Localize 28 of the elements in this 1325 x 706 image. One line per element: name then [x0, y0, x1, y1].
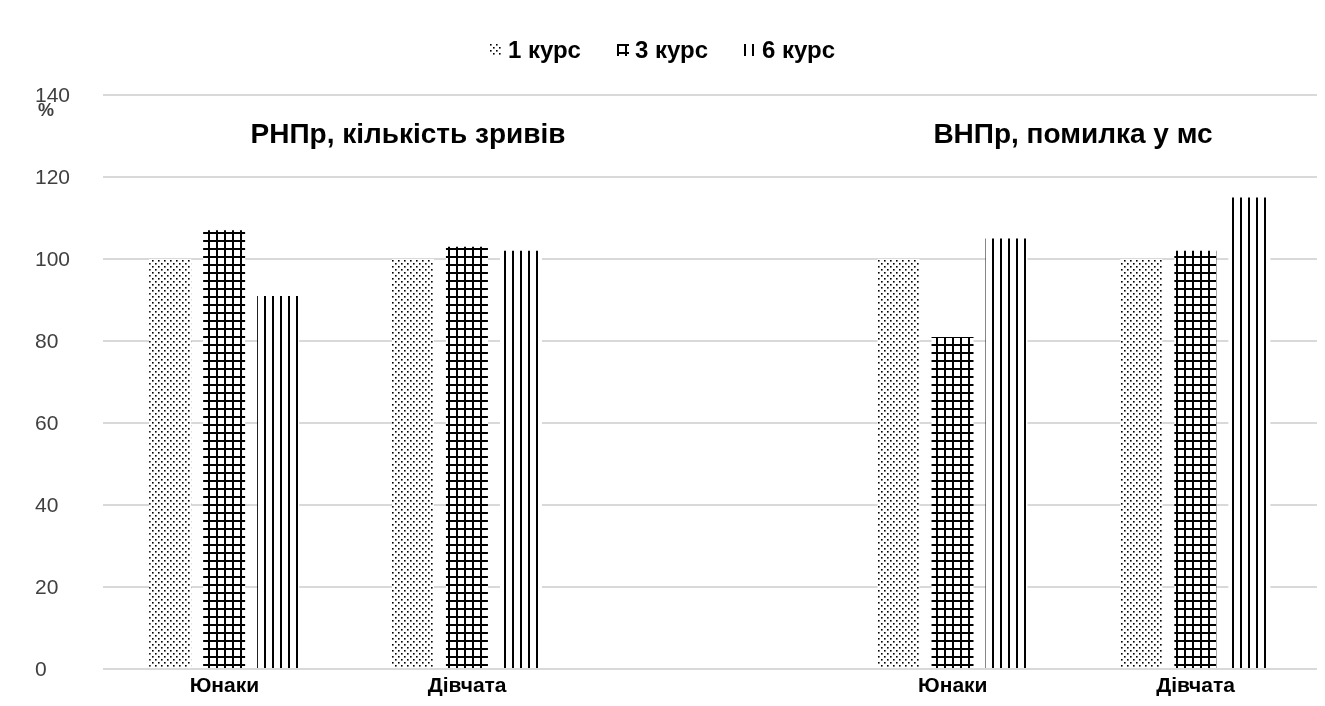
bar	[931, 336, 974, 669]
x-tick-label: Дівчата	[1156, 672, 1236, 696]
y-tick-label: 80	[35, 329, 59, 353]
y-tick-label: 100	[35, 247, 71, 271]
bar	[203, 230, 246, 669]
y-tick-label: 20	[35, 575, 59, 599]
y-tick-label: 40	[35, 493, 59, 517]
bar	[1174, 250, 1217, 669]
bar	[1228, 197, 1271, 669]
y-tick-label: 60	[35, 411, 59, 435]
legend-label: 3 курс	[634, 36, 709, 64]
annotation: ВНПр, помилка у мс	[932, 118, 1214, 150]
x-tick-label: Юнаки	[918, 672, 988, 696]
bar	[445, 246, 488, 669]
x-tick-label: Дівчата	[427, 672, 507, 696]
legend-label: 6 курс	[762, 36, 836, 64]
bar	[1120, 259, 1163, 669]
bar	[985, 238, 1028, 669]
y-tick-label: 0	[35, 657, 47, 681]
legend-label: 1 курс	[507, 36, 581, 64]
x-tick-label: Юнаки	[189, 672, 260, 696]
y-tick-label: 120	[35, 165, 71, 189]
bar	[149, 259, 192, 669]
bar	[877, 259, 920, 669]
bar	[391, 259, 434, 669]
bar	[499, 250, 542, 669]
annotation: РНПр, кількість зривів	[249, 118, 567, 150]
bar	[257, 295, 300, 669]
